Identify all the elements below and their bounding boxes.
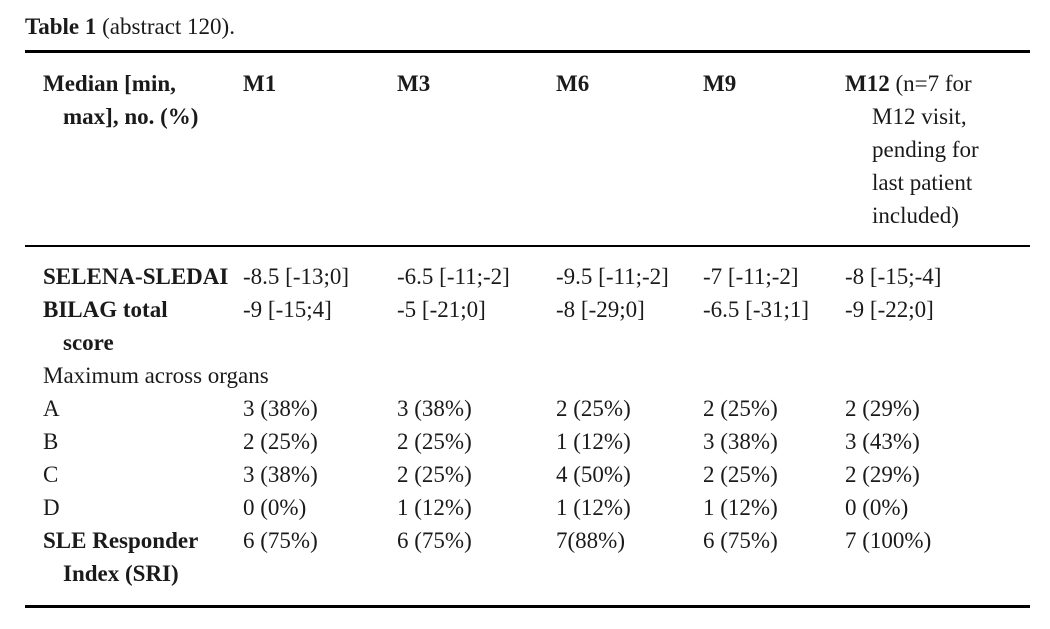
column-header-label: M9 <box>703 71 737 96</box>
row-label-cell: B <box>25 425 243 458</box>
data-cell: 3 (43%) <box>845 429 920 454</box>
row-label-line: B <box>43 429 59 454</box>
data-cell: 4 (50%) <box>556 462 631 487</box>
row-label-line: D <box>43 495 60 520</box>
data-cell: -9 [-22;0] <box>845 297 934 322</box>
column-header-line: M1 <box>243 67 397 100</box>
data-cell: 2 (25%) <box>703 462 778 487</box>
data-cell: 2 (25%) <box>703 396 778 421</box>
row-label-line: SLE Responder <box>43 528 199 553</box>
table-row: C 3 (38%) 2 (25%) 4 (50%) 2 (25%) 2 (29%) <box>25 458 1030 491</box>
table-top-rule <box>25 50 1030 53</box>
data-cell: 3 (38%) <box>703 429 778 454</box>
row-label-cell: D <box>25 491 243 524</box>
row-span-label: Maximum across organs <box>43 363 269 388</box>
data-cell: 2 (29%) <box>845 462 920 487</box>
column-header-note-line: last patient <box>872 170 973 195</box>
data-cell: -9.5 [-11;-2] <box>556 264 669 289</box>
column-header-note: (n=7 for <box>889 71 972 96</box>
data-cell: 1 (12%) <box>556 429 631 454</box>
data-cell: -6.5 [-31;1] <box>703 297 810 322</box>
table-row: BILAG total score -9 [-15;4] -5 [-21;0] -8 [… <box>25 293 1030 359</box>
column-header-line: M12 (n=7 for <box>845 67 1030 100</box>
row-label-line: BILAG total <box>43 297 168 322</box>
data-cell: 2 (29%) <box>845 396 920 421</box>
row-label-cell: A <box>25 392 243 425</box>
table-row: SLE Responder Index (SRI) 6 (75%) 6 (75%) 7(… <box>25 524 1030 590</box>
data-cell: 0 (0%) <box>845 495 909 520</box>
data-cell: 2 (25%) <box>243 429 318 454</box>
data-cell: 3 (38%) <box>397 396 472 421</box>
header-stub-cell: Median [min, max], no. (%) <box>25 67 243 232</box>
data-cell: -6.5 [-11;-2] <box>397 264 510 289</box>
data-cell: 6 (75%) <box>703 528 778 553</box>
column-header-cell: M3 <box>397 67 556 232</box>
column-header-note-line: included) <box>872 203 959 228</box>
data-cell: -5 [-21;0] <box>397 297 486 322</box>
table-caption: Table 1 (abstract 120). <box>25 10 1030 43</box>
header-stub-line: max], no. (%) <box>63 104 199 129</box>
data-cell: 6 (75%) <box>397 528 472 553</box>
row-label-cell: C <box>25 458 243 491</box>
table-bottom-rule <box>25 605 1030 608</box>
column-header-note-line: M12 visit, <box>872 104 967 129</box>
table-row: SELENA-SLEDAI -8.5 [-13;0] -6.5 [-11;-2] -9… <box>25 260 1030 293</box>
column-header-label: M3 <box>397 71 431 96</box>
data-cell: -9 [-15;4] <box>243 297 332 322</box>
row-label-cell: SLE Responder Index (SRI) <box>25 524 243 590</box>
row-label-line: C <box>43 462 59 487</box>
column-header-label: M12 <box>845 71 890 96</box>
data-cell: -8 [-15;-4] <box>845 264 942 289</box>
table-row: A 3 (38%) 3 (38%) 2 (25%) 2 (25%) 2 (29%) <box>25 392 1030 425</box>
data-cell: 3 (38%) <box>243 396 318 421</box>
column-header-note-line: pending for <box>872 137 979 162</box>
data-cell: 1 (12%) <box>397 495 472 520</box>
data-cell: 1 (12%) <box>556 495 631 520</box>
column-header-cell: M9 <box>703 67 845 232</box>
column-header-label: M6 <box>556 71 590 96</box>
data-cell: 6 (75%) <box>243 528 318 553</box>
row-label-cell: SELENA-SLEDAI <box>25 260 243 293</box>
column-header-label: M1 <box>243 71 277 96</box>
column-header-cell: M1 <box>243 67 397 232</box>
data-cell: 7(88%) <box>556 528 625 553</box>
data-cell: 7 (100%) <box>845 528 932 553</box>
data-cell: 0 (0%) <box>243 495 307 520</box>
row-label-line: SELENA-SLEDAI <box>43 264 229 289</box>
table-row: Maximum across organs <box>25 359 1030 392</box>
data-cell: -7 [-11;-2] <box>703 264 799 289</box>
table-row: B 2 (25%) 2 (25%) 1 (12%) 3 (38%) 3 (43%) <box>25 425 1030 458</box>
table-row: D 0 (0%) 1 (12%) 1 (12%) 1 (12%) 0 (0%) <box>25 491 1030 524</box>
data-cell: -8 [-29;0] <box>556 297 645 322</box>
column-header-line: M6 <box>556 67 703 100</box>
table-body: SELENA-SLEDAI -8.5 [-13;0] -6.5 [-11;-2] -9… <box>25 247 1030 605</box>
row-label-cell: BILAG total score <box>25 293 243 359</box>
column-header-cell: M6 <box>556 67 703 232</box>
column-header-line: M9 <box>703 67 845 100</box>
row-label-line: score <box>63 330 114 355</box>
table-header-rule <box>25 245 1030 247</box>
table-caption-number: Table 1 <box>25 14 97 39</box>
table-header-row: Median [min, max], no. (%) M1 M3 M6 M9 M12 (n=… <box>25 53 1030 245</box>
data-cell: 1 (12%) <box>703 495 778 520</box>
header-stub-line: Median [min, <box>43 71 176 96</box>
data-cell: 3 (38%) <box>243 462 318 487</box>
table-caption-text: (abstract 120). <box>96 14 235 39</box>
data-cell: 2 (25%) <box>556 396 631 421</box>
column-header-cell: M12 (n=7 for M12 visit, pending for last pa… <box>845 67 1030 232</box>
column-header-line: M3 <box>397 67 556 100</box>
data-cell: 2 (25%) <box>397 429 472 454</box>
data-cell: -8.5 [-13;0] <box>243 264 350 289</box>
data-cell: 2 (25%) <box>397 462 472 487</box>
row-label-line: A <box>43 396 60 421</box>
row-label-line: Index (SRI) <box>63 561 179 586</box>
